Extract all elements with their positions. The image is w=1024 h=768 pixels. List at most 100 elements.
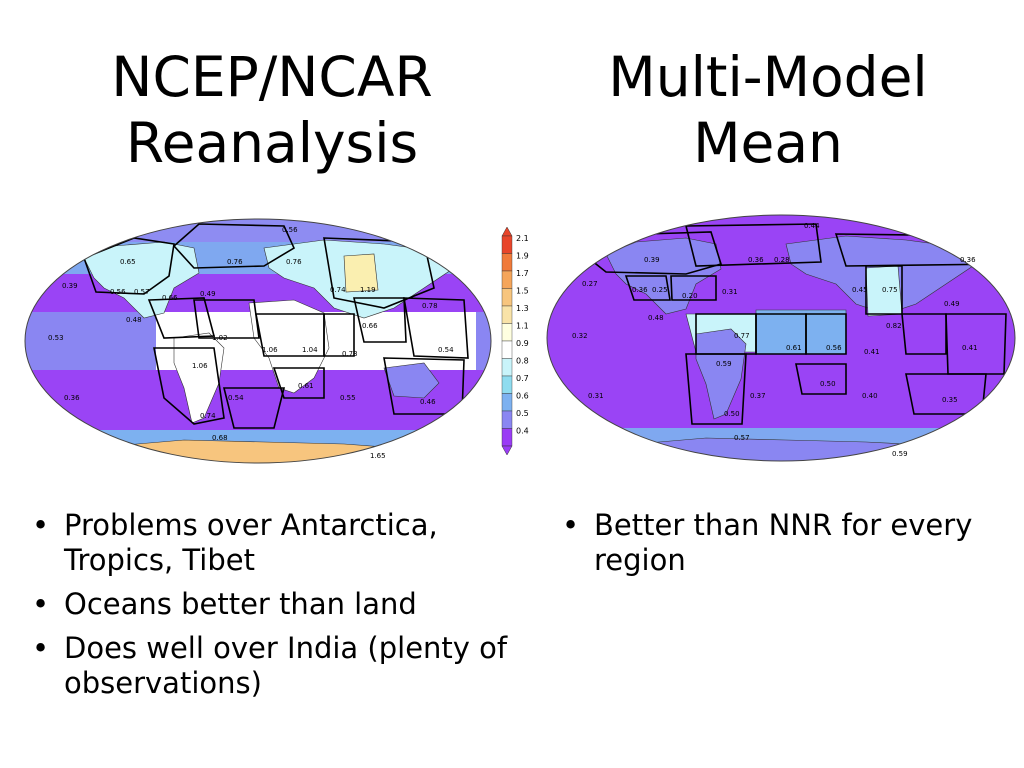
bullet-item: • Does well over India (plenty of observa… [28, 631, 508, 701]
left-title-line2: Reanalysis [125, 111, 419, 175]
region-value: 0.41 [962, 344, 978, 352]
bullet-text: Problems over Antarctica, Tropics, Tibet [64, 508, 438, 577]
region-value: 0.61 [298, 382, 314, 390]
region-value: 0.36 [632, 286, 648, 294]
colorbar-cell [501, 253, 513, 272]
region-value: 0.73 [342, 350, 358, 358]
colorbar-tick-label: 0.7 [516, 374, 529, 383]
bullet-text: Better than NNR for every region [594, 508, 973, 577]
colorbar-tick-label: 0.4 [516, 427, 529, 436]
region-value: 1.65 [370, 452, 386, 460]
region-value: 0.74 [200, 412, 216, 420]
region-value: 0.66 [162, 294, 178, 302]
bullet-item: • Problems over Antarctica, Tropics, Tibe… [28, 508, 508, 578]
region-value: 0.35 [942, 396, 958, 404]
region-value: 0.75 [882, 286, 898, 294]
colorbar-cell [501, 340, 513, 359]
right-region-labels: 0.44 0.39 0.36 0.28 0.36 0.27 0.36 0.25 … [572, 222, 978, 458]
bullet-item: • Oceans better than land [28, 587, 508, 622]
region-value: 0.57 [734, 434, 750, 442]
colorbar-tick-label: 0.9 [516, 339, 529, 348]
bullet-text: Does well over India (plenty of observat… [64, 631, 508, 700]
region-value: 0.65 [120, 258, 136, 266]
bullet-dot-icon: • [562, 508, 580, 542]
region-value: 0.59 [716, 360, 732, 368]
region-value: 0.37 [750, 392, 766, 400]
left-region-labels: 0.56 0.65 0.76 0.76 0.39 0.56 0.57 0.66 … [48, 226, 454, 460]
region-value: 0.74 [330, 286, 346, 294]
region-value: 0.39 [644, 256, 660, 264]
region-value: 0.46 [420, 398, 436, 406]
region-value: 0.76 [286, 258, 302, 266]
colorbar-cell [501, 270, 513, 289]
region-value: 0.20 [682, 292, 698, 300]
colorbar-tick-label: 1.1 [516, 322, 529, 331]
region-value: 0.66 [362, 322, 378, 330]
region-value: 0.49 [200, 290, 216, 298]
colorbar-top-arrow [501, 226, 513, 237]
region-value: 0.57 [134, 288, 150, 296]
bullet-dot-icon: • [32, 587, 50, 621]
region-value: 0.49 [944, 300, 960, 308]
region-value: 0.28 [774, 256, 790, 264]
colorbar-tick-label: 1.3 [516, 304, 529, 313]
region-value: 0.50 [724, 410, 740, 418]
bullet-dot-icon: • [32, 631, 50, 665]
right-bullet-list: • Better than NNR for every region [558, 508, 978, 587]
right-title: Multi-Model Mean [548, 44, 988, 176]
region-value: 0.44 [804, 222, 820, 230]
colorbar-cell [501, 288, 513, 307]
colorbar-cell [501, 323, 513, 342]
colorbar-cell [501, 358, 513, 377]
bullet-text: Oceans better than land [64, 587, 417, 621]
region-value: 0.77 [734, 332, 750, 340]
bullet-item: • Better than NNR for every region [558, 508, 978, 578]
colorbar-tick-label: 0.5 [516, 409, 529, 418]
colorbar-cell [501, 375, 513, 394]
colorbar-cell [501, 393, 513, 412]
region-value: 0.31 [722, 288, 738, 296]
region-value: 0.54 [228, 394, 244, 402]
region-value: 0.32 [572, 332, 588, 340]
colorbar-legend: 2.1 1.9 1.7 1.5 1.3 1.1 0.9 0.8 0.7 0.6 0.5 0.4 [501, 226, 529, 456]
region-value: 0.53 [48, 334, 64, 342]
region-value: 1.06 [192, 362, 208, 370]
region-value: 0.36 [748, 256, 764, 264]
region-value: 1.02 [212, 334, 228, 342]
region-value: 0.76 [227, 258, 243, 266]
ncep-reanalysis-map: 0.56 0.65 0.76 0.76 0.39 0.56 0.57 0.66 … [24, 218, 492, 464]
region-value: 0.61 [786, 344, 802, 352]
colorbar-bottom-arrow [501, 445, 513, 456]
left-title: NCEP/NCAR Reanalysis [52, 44, 492, 176]
colorbar-cell [501, 235, 513, 254]
region-value: 0.48 [648, 314, 664, 322]
region-value: 0.54 [438, 346, 454, 354]
region-value: 1.06 [262, 346, 278, 354]
region-value: 0.56 [826, 344, 842, 352]
region-value: 0.50 [820, 380, 836, 388]
colorbar-tick-label: 0.8 [516, 357, 529, 366]
colorbar-tick-label: 1.7 [516, 269, 529, 278]
region-value: 0.55 [340, 394, 356, 402]
colorbar-cell [501, 428, 513, 447]
region-value: 0.27 [582, 280, 598, 288]
bullet-dot-icon: • [32, 508, 50, 542]
colorbar-cell [501, 305, 513, 324]
multi-model-mean-map: 0.44 0.39 0.36 0.28 0.36 0.27 0.36 0.25 … [546, 214, 1016, 462]
region-value: 1.19 [360, 286, 376, 294]
region-value: 0.39 [62, 282, 78, 290]
region-value: 0.41 [864, 348, 880, 356]
region-value: 0.48 [126, 316, 142, 324]
region-value: 0.25 [652, 286, 668, 294]
region-value: 0.40 [862, 392, 878, 400]
region-value: 0.45 [852, 286, 868, 294]
region-value: 0.36 [64, 394, 80, 402]
colorbar-cell [501, 410, 513, 429]
region-value: 0.78 [422, 302, 438, 310]
right-title-line1: Multi-Model [608, 45, 928, 109]
region-value: 0.36 [960, 256, 976, 264]
region-value: 1.04 [302, 346, 318, 354]
left-title-line1: NCEP/NCAR [111, 45, 433, 109]
right-title-line2: Mean [693, 111, 843, 175]
region-value: 0.56 [110, 288, 126, 296]
